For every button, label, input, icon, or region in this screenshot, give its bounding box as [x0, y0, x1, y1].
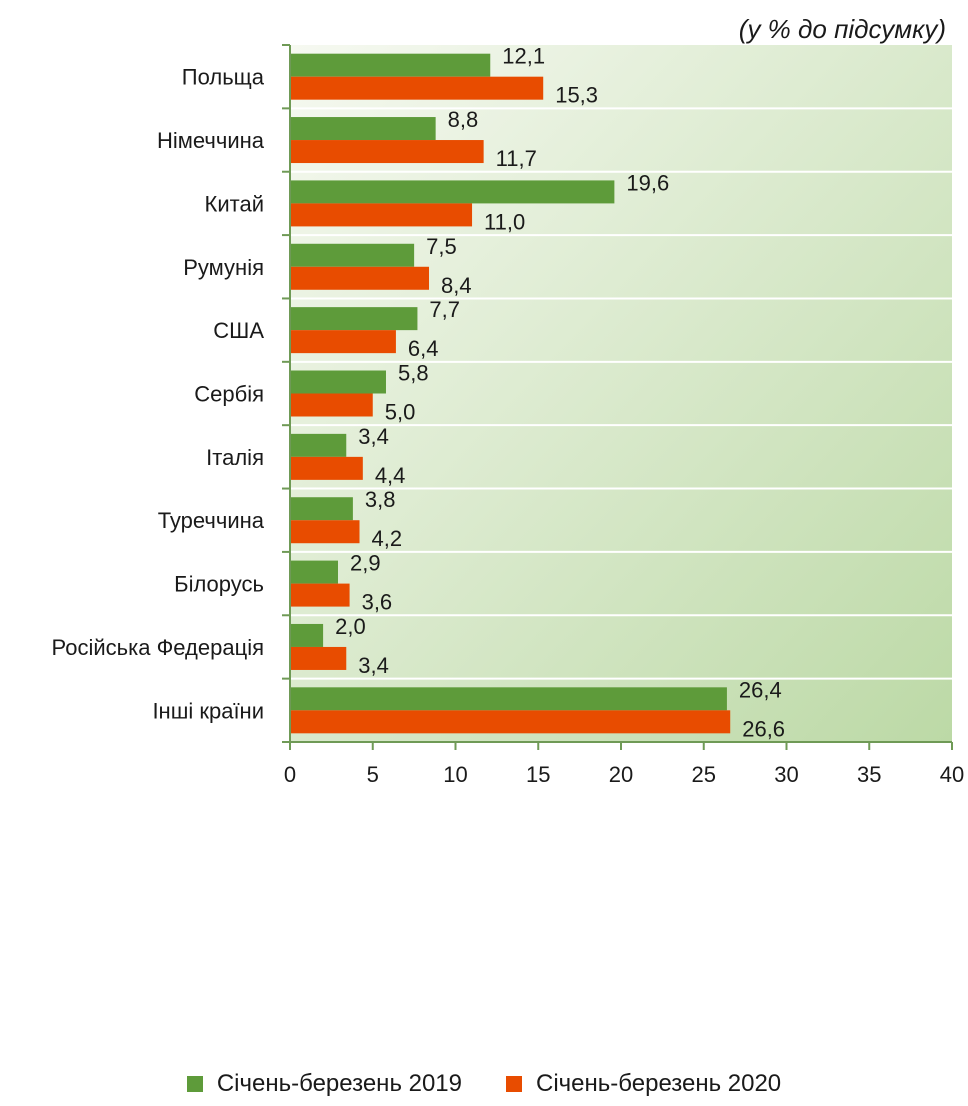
bar-2019: [290, 370, 386, 394]
category-label: США: [213, 318, 264, 343]
bar-2019: [290, 180, 615, 204]
data-label: 8,4: [441, 273, 472, 298]
data-label: 26,6: [742, 716, 785, 741]
bar-2020: [290, 583, 350, 607]
data-label: 3,4: [358, 424, 389, 449]
bar-2020: [290, 520, 360, 544]
unit-note: (у % до підсумку): [738, 14, 946, 44]
data-label: 2,0: [335, 614, 366, 639]
data-label: 5,8: [398, 361, 429, 386]
bar-2020: [290, 393, 373, 417]
legend-item-2019: Січень-березень 2019: [186, 1070, 462, 1098]
data-label: 4,2: [372, 526, 403, 551]
bar-2020: [290, 330, 396, 354]
data-label: 4,4: [375, 463, 406, 488]
data-label: 3,6: [362, 590, 393, 615]
data-label: 3,8: [365, 487, 396, 512]
data-label: 11,0: [484, 209, 525, 234]
data-label: 3,4: [358, 653, 389, 678]
category-label: Німеччина: [157, 128, 265, 153]
x-tick-label: 20: [609, 762, 633, 787]
bar-2020: [290, 76, 544, 100]
x-tick-label: 15: [526, 762, 550, 787]
category-label: Російська Федерація: [52, 635, 264, 660]
data-label: 12,1: [502, 44, 545, 69]
category-label: Сербія: [194, 382, 264, 407]
data-label: 8,8: [448, 107, 479, 132]
data-label: 5,0: [385, 400, 416, 425]
x-tick-label: 25: [692, 762, 716, 787]
data-label: 11,7: [496, 146, 537, 171]
bar-2019: [290, 117, 436, 141]
bar-2020: [290, 646, 347, 670]
x-tick-label: 35: [857, 762, 881, 787]
data-label: 26,4: [739, 677, 782, 702]
x-tick-label: 0: [284, 762, 296, 787]
bar-2019: [290, 560, 338, 584]
data-label: 7,7: [429, 297, 460, 322]
legend-label-2020: Січень-березень 2020: [536, 1070, 782, 1097]
bar-2019: [290, 433, 347, 457]
x-tick-label: 40: [940, 762, 964, 787]
data-label: 6,4: [408, 336, 439, 361]
category-label: Італія: [206, 445, 264, 470]
legend-item-2020: Січень-березень 2020: [506, 1070, 781, 1098]
x-tick-label: 30: [774, 762, 798, 787]
bar-2020: [290, 266, 430, 290]
bar-2020: [290, 710, 731, 734]
bar-2019: [290, 243, 415, 267]
legend-swatch-2020: [506, 1076, 522, 1092]
data-label: 2,9: [350, 551, 381, 576]
bar-2020: [290, 456, 363, 480]
legend: Січень-березень 2019 Січень-березень 202…: [0, 1070, 968, 1098]
category-label: Румунія: [183, 255, 264, 280]
category-label: Туреччина: [158, 508, 265, 533]
legend-label-2019: Січень-березень 2019: [216, 1070, 462, 1097]
bar-2019: [290, 497, 353, 521]
x-tick-label: 10: [443, 762, 467, 787]
data-label: 15,3: [555, 83, 598, 108]
bar-2020: [290, 203, 473, 227]
bar-2019: [290, 53, 491, 77]
bar-2019: [290, 687, 727, 711]
bar-2019: [290, 307, 418, 331]
category-label: Китай: [205, 191, 264, 216]
x-tick-label: 5: [367, 762, 379, 787]
category-label: Польща: [182, 65, 265, 90]
category-label: Інші країни: [152, 698, 264, 723]
category-label: Білорусь: [174, 572, 264, 597]
data-label: 19,6: [626, 170, 669, 195]
bar-2020: [290, 140, 484, 164]
data-label: 7,5: [426, 234, 457, 259]
bar-2019: [290, 623, 324, 647]
legend-swatch-2019: [186, 1076, 203, 1092]
